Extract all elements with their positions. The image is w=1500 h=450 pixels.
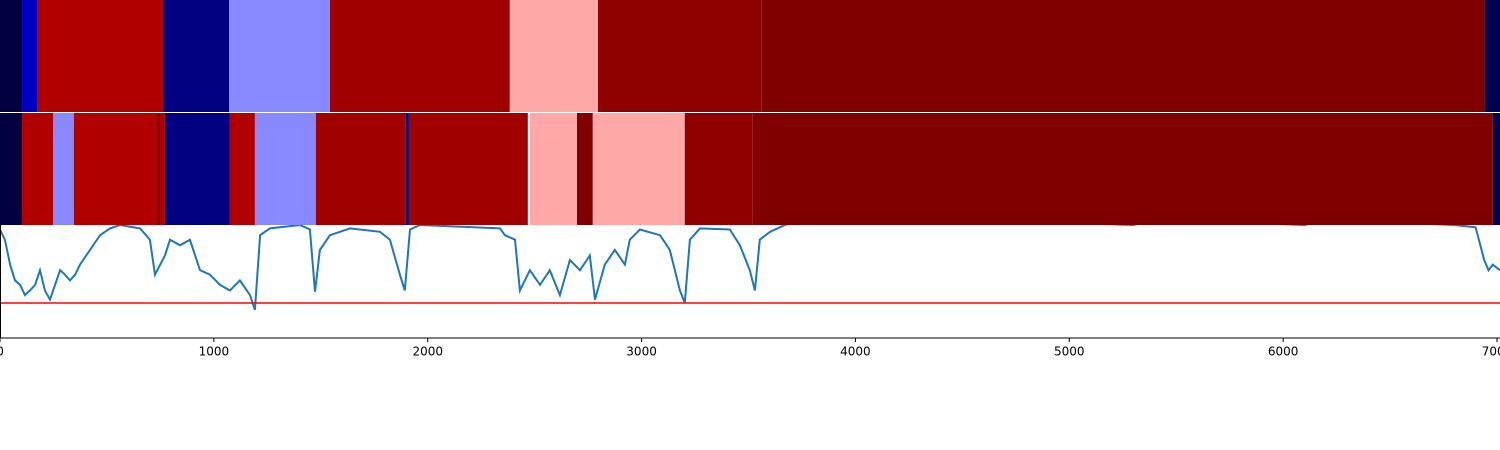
segment bbox=[229, 113, 255, 225]
tracks bbox=[0, 0, 1500, 225]
segment bbox=[229, 0, 330, 112]
segment bbox=[22, 0, 37, 112]
x-tick-label: 4000 bbox=[840, 345, 871, 359]
x-tick-label: 6000 bbox=[1268, 345, 1299, 359]
segment bbox=[592, 113, 685, 225]
segment bbox=[73, 113, 157, 225]
x-tick-label: 2000 bbox=[412, 345, 443, 359]
segment bbox=[576, 113, 593, 225]
segment bbox=[405, 113, 409, 225]
segment bbox=[761, 0, 1485, 112]
x-tick-label: 7000 bbox=[1482, 345, 1500, 359]
segment bbox=[408, 113, 528, 225]
line-plot bbox=[0, 225, 1500, 311]
segment bbox=[684, 113, 753, 225]
x-tick-label: 3000 bbox=[626, 345, 657, 359]
segment bbox=[156, 113, 160, 225]
axes: 0 1000 2000 3000 4000 5000 6000 7000 bbox=[0, 225, 1500, 359]
segment bbox=[752, 113, 1493, 225]
segment bbox=[162, 0, 230, 112]
segment bbox=[0, 113, 23, 225]
segment bbox=[22, 113, 54, 225]
segment bbox=[53, 113, 74, 225]
segment bbox=[329, 0, 510, 112]
segment bbox=[529, 113, 577, 225]
segment bbox=[315, 113, 406, 225]
segment bbox=[509, 0, 598, 112]
x-tick-label: 0 bbox=[0, 345, 4, 359]
segment bbox=[164, 113, 230, 225]
segment bbox=[159, 113, 165, 225]
segment bbox=[597, 0, 762, 112]
segment bbox=[36, 0, 163, 112]
segment bbox=[1492, 113, 1500, 225]
segment bbox=[254, 113, 316, 225]
x-tick-label: 1000 bbox=[199, 345, 230, 359]
segment bbox=[0, 0, 23, 112]
x-tick-label: 5000 bbox=[1054, 345, 1085, 359]
segment bbox=[1484, 0, 1500, 112]
signal-line bbox=[0, 225, 1500, 311]
